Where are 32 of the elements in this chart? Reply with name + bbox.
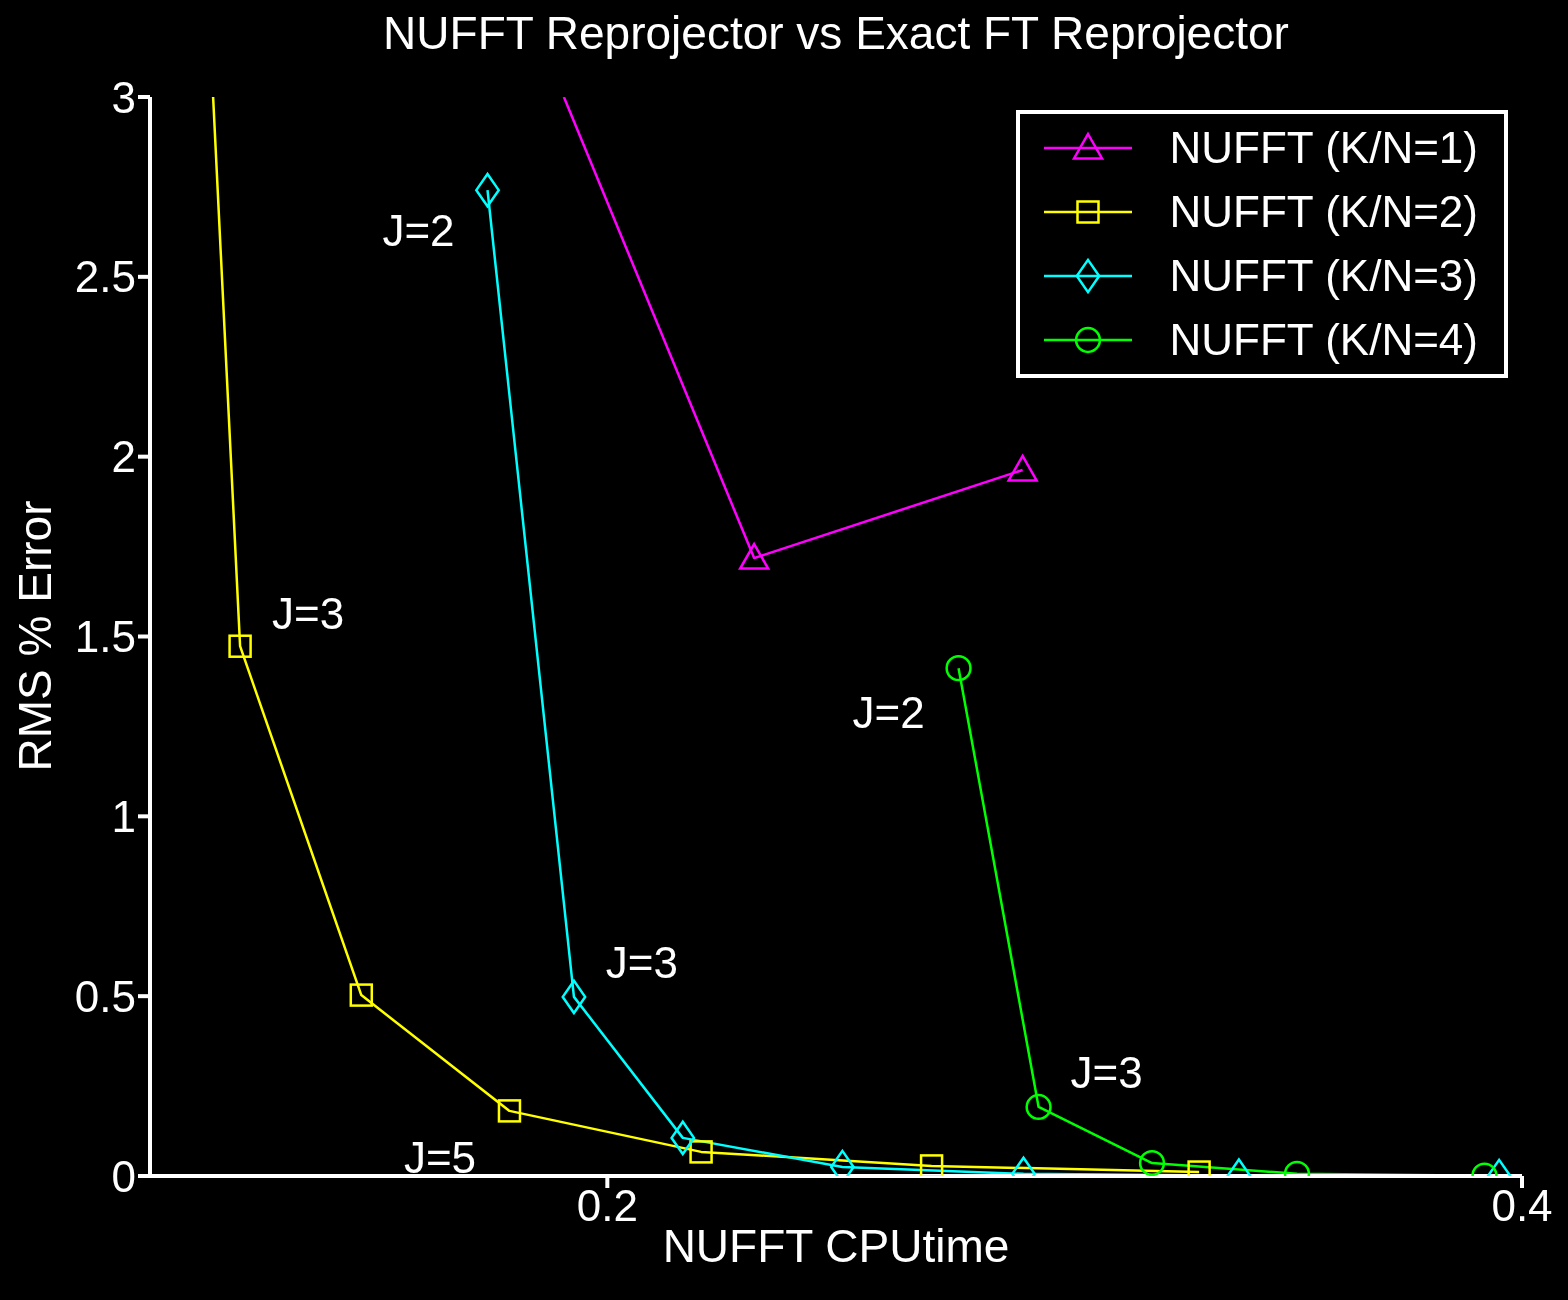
point: [945, 655, 972, 682]
point: [349, 983, 374, 1007]
y-tick-label: 2.5: [74, 252, 136, 302]
y-tick-label: 2: [111, 432, 136, 482]
chart-title: NUFFT Reprojector vs Exact FT Reprojector: [382, 6, 1290, 60]
y-tick-label: 0: [111, 1151, 136, 1201]
annotation: J=3: [1070, 1048, 1143, 1098]
point: [919, 1154, 944, 1176]
legend-label: NUFFT (K/N=2): [1169, 187, 1478, 237]
legend-label: NUFFT (K/N=1): [1169, 123, 1478, 173]
y-axis-title: RMS % Error: [8, 500, 62, 772]
y-tick-label: 3: [111, 72, 136, 122]
x-tick-label: 0.4: [1491, 1181, 1553, 1231]
annotation: J=2: [852, 687, 925, 737]
annotation: J=2: [382, 205, 455, 255]
point: [228, 634, 252, 658]
legend-label: NUFFT (K/N=3): [1169, 251, 1478, 301]
point: [670, 1120, 696, 1156]
y-tick-label: 1.5: [74, 612, 136, 662]
point: [497, 1099, 522, 1123]
x-axis-title: NUFFT CPUtime: [662, 1220, 1010, 1272]
annotation: J=5: [403, 1132, 477, 1182]
y-tick-label: 0.5: [74, 971, 136, 1021]
annotation: J=3: [272, 588, 345, 638]
x-tick-label: 0.2: [576, 1181, 638, 1231]
point: [1025, 1093, 1052, 1121]
y-tick-label: 1: [111, 791, 136, 841]
point: [1138, 1149, 1166, 1176]
point: [689, 1140, 713, 1164]
point: [561, 979, 587, 1015]
legend-label: NUFFT (K/N=4): [1169, 315, 1478, 365]
annotation: J=3: [605, 938, 679, 988]
